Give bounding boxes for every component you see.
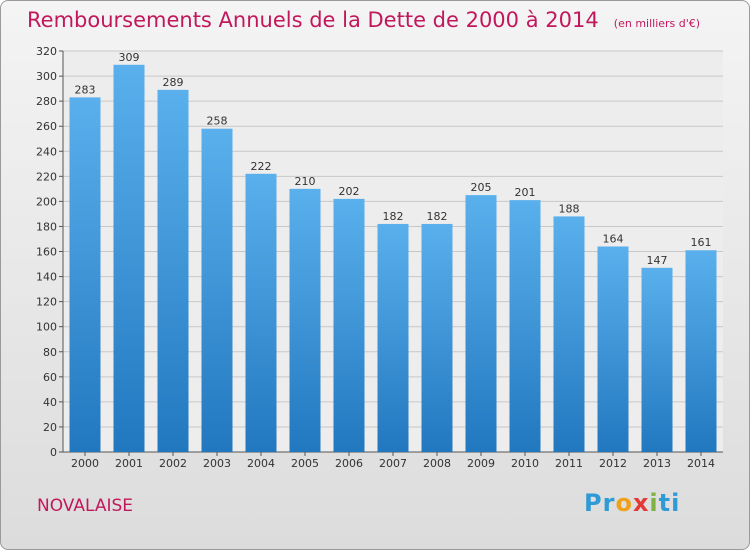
x-tick-label: 2003 [203, 457, 231, 470]
y-tick-label: 160 [36, 246, 57, 259]
bar [377, 223, 409, 452]
bar-value-label: 202 [339, 185, 360, 198]
logo-letter: i [649, 489, 659, 517]
bar [113, 64, 145, 453]
y-tick-label: 300 [36, 70, 57, 83]
logo-letter: P [584, 489, 603, 517]
y-tick-label: 240 [36, 145, 57, 158]
x-tick-label: 2006 [335, 457, 363, 470]
bar-value-label: 289 [163, 76, 184, 89]
bar [553, 216, 585, 452]
x-tick-label: 2012 [599, 457, 627, 470]
x-tick-label: 2011 [555, 457, 583, 470]
y-tick-label: 140 [36, 271, 57, 284]
bar-value-label: 188 [559, 202, 580, 215]
y-tick-label: 40 [43, 396, 57, 409]
commune-name: NOVALAISE [37, 496, 134, 516]
bar-value-label: 161 [691, 236, 712, 249]
y-tick-label: 200 [36, 195, 57, 208]
x-tick-label: 2013 [643, 457, 671, 470]
logo-letter: r [602, 489, 616, 517]
y-tick-label: 0 [50, 446, 57, 459]
bar [685, 250, 717, 452]
bar-value-label: 182 [427, 210, 448, 223]
x-tick-label: 2001 [115, 457, 143, 470]
x-tick-label: 2005 [291, 457, 319, 470]
bar-value-label: 182 [383, 210, 404, 223]
bar [69, 97, 101, 452]
bar [245, 173, 277, 452]
bar [641, 267, 673, 452]
bar [333, 198, 365, 452]
y-tick-label: 320 [36, 45, 57, 58]
logo-letter: o [615, 489, 633, 517]
bar [509, 200, 541, 452]
proxiti-logo: Proxiti [584, 489, 680, 517]
bar-value-label: 205 [471, 181, 492, 194]
x-tick-label: 2008 [423, 457, 451, 470]
logo-letter: x [632, 489, 650, 517]
bar [289, 188, 321, 452]
y-tick-label: 60 [43, 371, 57, 384]
logo-letter: i [671, 489, 681, 517]
bar-value-label: 164 [603, 232, 624, 245]
bar-value-label: 201 [515, 186, 536, 199]
bar [421, 223, 453, 452]
y-tick-label: 100 [36, 321, 57, 334]
chart-title-text: Remboursements Annuels de la Dette de 20… [27, 8, 599, 32]
bar [201, 128, 233, 452]
y-tick-label: 80 [43, 346, 57, 359]
bar-value-label: 147 [647, 254, 668, 267]
bar-value-label: 309 [119, 51, 140, 64]
x-tick-label: 2009 [467, 457, 495, 470]
y-tick-label: 260 [36, 120, 57, 133]
bar-value-label: 283 [75, 83, 96, 96]
logo-letter: t [658, 489, 672, 517]
x-tick-label: 2014 [687, 457, 715, 470]
bar-value-label: 222 [251, 160, 272, 173]
y-tick-label: 20 [43, 421, 57, 434]
bar-value-label: 258 [207, 115, 228, 128]
y-tick-label: 120 [36, 296, 57, 309]
chart-title: Remboursements Annuels de la Dette de 20… [27, 8, 700, 32]
x-tick-label: 2000 [71, 457, 99, 470]
bar [597, 246, 629, 452]
bar-value-label: 210 [295, 175, 316, 188]
bar [465, 195, 497, 452]
x-tick-label: 2002 [159, 457, 187, 470]
chart-unit-note: (en milliers d'€) [613, 17, 701, 30]
y-tick-label: 280 [36, 95, 57, 108]
x-tick-label: 2007 [379, 457, 407, 470]
x-tick-label: 2004 [247, 457, 275, 470]
x-tick-label: 2010 [511, 457, 539, 470]
y-tick-label: 180 [36, 220, 57, 233]
bar [157, 89, 189, 453]
y-tick-label: 220 [36, 170, 57, 183]
